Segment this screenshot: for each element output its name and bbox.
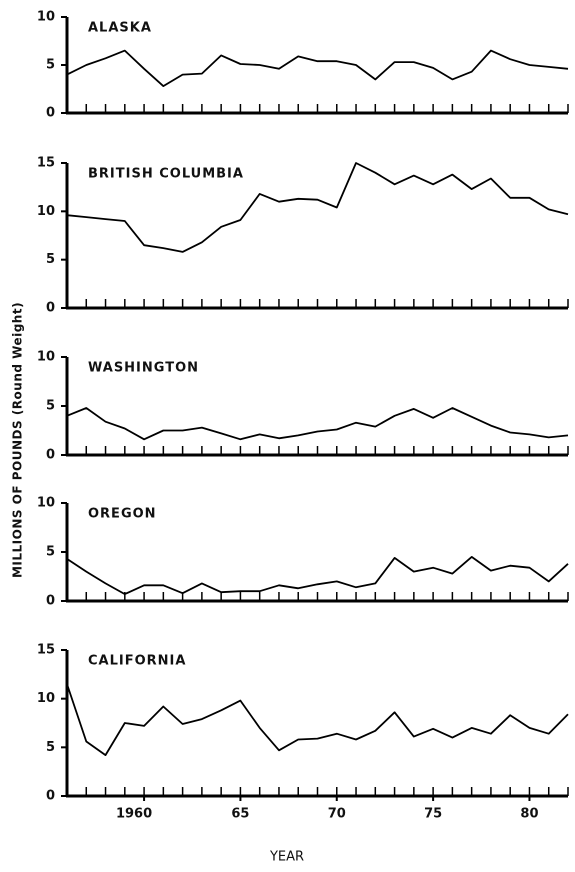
- y-tick-label: 10: [37, 350, 55, 365]
- y-tick-label: 0: [46, 789, 55, 804]
- y-tick-label: 0: [46, 448, 55, 463]
- y-tick-label: 5: [46, 252, 55, 267]
- y-tick-label: 5: [46, 58, 55, 73]
- data-line: [66, 683, 569, 756]
- panel-title: OREGON: [88, 507, 157, 522]
- y-tick-label: 10: [37, 691, 55, 706]
- x-tick-label: 80: [520, 807, 538, 822]
- data-line: [66, 49, 569, 87]
- data-line: [66, 162, 569, 253]
- panel-title: ALASKA: [88, 21, 152, 36]
- x-tick-label: 70: [328, 807, 346, 822]
- y-tick-label: 10: [37, 496, 55, 511]
- y-tick-label: 15: [37, 156, 55, 171]
- x-axis-label: YEAR: [269, 850, 304, 865]
- data-line: [66, 407, 569, 441]
- y-tick-label: 5: [46, 740, 55, 755]
- x-tick-label: 1960: [116, 807, 152, 822]
- x-tick-label: 65: [231, 807, 249, 822]
- y-tick-label: 5: [46, 399, 55, 414]
- y-tick-label: 10: [37, 204, 55, 219]
- y-tick-label: 15: [37, 643, 55, 658]
- y-tick-label: 0: [46, 301, 55, 316]
- y-tick-label: 5: [46, 545, 55, 560]
- x-tick-label: 75: [424, 807, 442, 822]
- panel-title: BRITISH COLUMBIA: [88, 167, 244, 182]
- panel-title: CALIFORNIA: [88, 654, 186, 669]
- data-line: [66, 556, 569, 595]
- y-tick-label: 10: [37, 10, 55, 25]
- y-tick-label: 0: [46, 106, 55, 121]
- y-tick-label: 0: [46, 594, 55, 609]
- panel-title: WASHINGTON: [88, 361, 199, 376]
- y-axis-label: MILLIONS OF POUNDS (Round Weight): [11, 302, 25, 578]
